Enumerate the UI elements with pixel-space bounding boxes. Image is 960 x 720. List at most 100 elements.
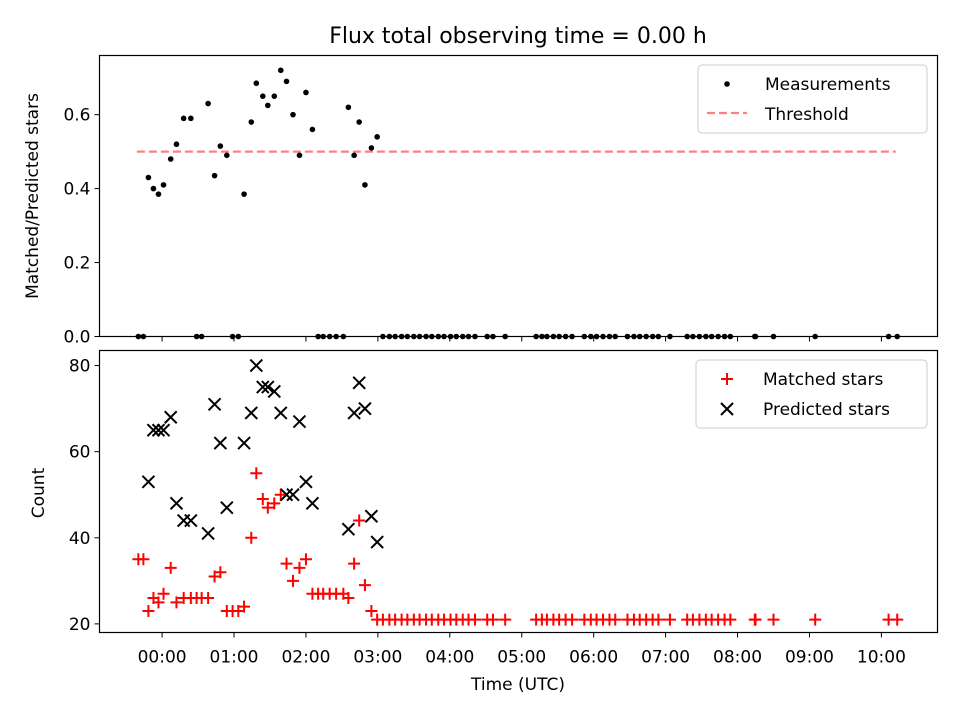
matched-star-point (609, 613, 622, 626)
top-y-tick-label: 0.0 (63, 328, 90, 348)
bottom-y-tick-label: 80 (69, 357, 91, 377)
predicted-star-point (341, 522, 356, 536)
bottom-x-axis-label: Time (UTC) (470, 675, 565, 695)
measurement-point (265, 102, 271, 109)
predicted-star-point (267, 384, 282, 399)
bottom-legend-box (695, 359, 928, 429)
matched-star-point (891, 613, 904, 626)
matched-star-point (238, 600, 251, 613)
bottom-chart: 20 40 60 80 00:00 01:00 02:00 03:00 04:00 05:00 06… (29, 349, 939, 695)
legend-predicted-marker (720, 402, 734, 416)
matched-star-point (809, 613, 822, 626)
matched-star-point (468, 613, 481, 626)
matched-star-point (164, 561, 177, 574)
top-y-tick-label: 0.4 (63, 180, 90, 200)
legend-threshold-label: Threshold (764, 105, 849, 125)
measurement-point (211, 172, 218, 179)
matched-star-point (767, 613, 780, 626)
predicted-star-point (156, 423, 171, 437)
predicted-star-point (169, 496, 184, 511)
top-chart: Flux total observing time = 0.00 h 0.0 0.… (23, 24, 939, 348)
measurement-point (155, 191, 162, 197)
matched-star-point (250, 467, 263, 480)
matched-star-point (268, 497, 281, 510)
matched-star-point (353, 514, 366, 527)
bottom-y-tick-label: 60 (69, 443, 91, 463)
measurement-point (345, 104, 352, 111)
bottom-x-tick-label: 00:00 (138, 648, 187, 668)
top-chart-title: Flux total observing time = 0.00 h (329, 24, 707, 49)
measurement-point (368, 145, 375, 151)
bottom-x-tick-label: 08:00 (713, 648, 762, 668)
matched-star-point (499, 613, 512, 626)
predicted-star-point (370, 535, 384, 549)
predicted-star-point (352, 376, 366, 390)
predicted-star-point (286, 488, 300, 502)
matched-star-point (342, 592, 355, 605)
legend-measurements-label: Measurements (765, 75, 891, 95)
matched-star-point (652, 613, 665, 626)
matched-star-point (299, 553, 312, 566)
matched-star-point (724, 613, 737, 626)
measurement-point (205, 100, 211, 107)
measurement-point (160, 182, 167, 188)
predicted-star-point (292, 414, 307, 429)
measurement-point (351, 152, 357, 159)
top-y-axis-label: Matched/Predicted stars (23, 93, 43, 299)
matched-star-point (293, 561, 306, 574)
legend-measurements-marker (724, 81, 730, 87)
matched-star-point (365, 604, 378, 617)
measurement-point (296, 152, 303, 159)
measurement-point (188, 115, 194, 122)
bottom-axes-frame (98, 349, 939, 634)
measurement-point (150, 185, 157, 192)
bottom-x-tick-label: 04:00 (425, 648, 474, 668)
top-y-tick-label: 0.6 (63, 106, 90, 126)
measurement-point (309, 126, 316, 133)
predicted-star-point (213, 436, 228, 450)
predicted-star-point (164, 410, 178, 424)
measurement-point (259, 93, 266, 99)
matched-star-point (256, 493, 269, 506)
predicted-star-point (358, 401, 372, 416)
measurement-point (271, 93, 278, 99)
predicted-star-point (244, 406, 258, 420)
measurement-point (217, 143, 224, 149)
measurement-point (283, 78, 290, 85)
measurement-point (224, 152, 230, 159)
matched-star-point (274, 488, 287, 501)
matched-star-point (566, 613, 579, 626)
matched-star-point (358, 579, 371, 592)
predicted-star-point (146, 423, 161, 437)
matched-star-point (280, 557, 293, 570)
matched-star-point (152, 596, 165, 609)
measurement-point (303, 89, 309, 96)
matched-star-point (202, 592, 215, 605)
bottom-x-tick-label: 07:00 (641, 648, 690, 668)
matched-star-point (170, 596, 183, 609)
bottom-y-tick-label: 40 (69, 529, 91, 549)
measurement-point (277, 67, 284, 74)
predicted-star-point (261, 380, 275, 394)
measurement-point (145, 174, 152, 181)
matched-star-point (214, 566, 227, 579)
bottom-legend: Matched stars Predicted stars (695, 359, 928, 429)
bottom-x-tick-label: 10:00 (857, 648, 906, 668)
predicted-star-point (237, 436, 251, 450)
bottom-x-tick-label: 05:00 (497, 648, 546, 668)
predicted-star-point (305, 496, 320, 511)
legend-predicted-label: Predicted stars (763, 400, 890, 420)
measurement-point (356, 119, 362, 125)
matched-star-point (348, 557, 361, 570)
matched-star-point (142, 604, 155, 617)
predicted-star-point (220, 500, 234, 515)
bottom-plot-area: 20 40 60 80 00:00 01:00 02:00 03:00 04:00 05:00 06… (69, 357, 906, 668)
top-y-tick-label: 0.2 (63, 254, 90, 274)
matched-star-point (749, 613, 762, 626)
matched-star-point (245, 531, 258, 544)
bottom-x-tick-label: 03:00 (353, 648, 402, 668)
measurement-point (248, 119, 255, 125)
predicted-star-point (151, 423, 166, 437)
top-legend: Measurements Threshold (697, 64, 928, 134)
matched-star-point (286, 574, 299, 587)
